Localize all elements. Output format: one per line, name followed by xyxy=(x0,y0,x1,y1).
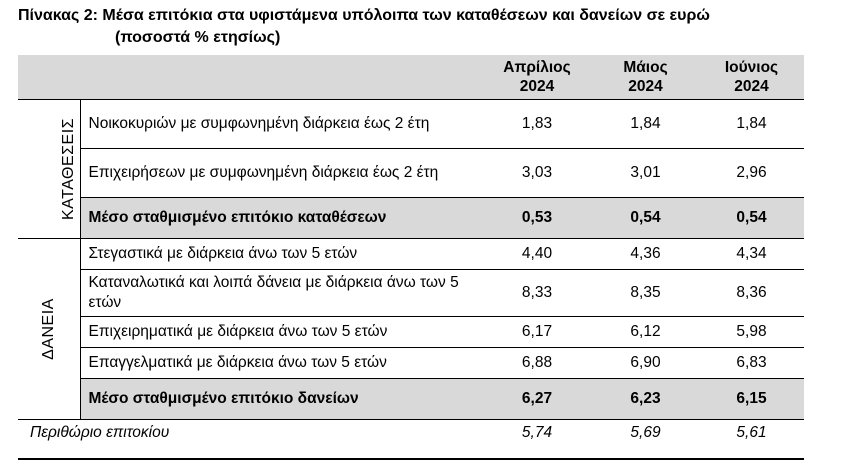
cell-value: 0,53 xyxy=(482,197,592,239)
cell-value: 1,83 xyxy=(482,99,592,149)
cell-value: 8,36 xyxy=(699,269,804,317)
cell-value: 6,83 xyxy=(699,347,804,379)
cell-value: 6,12 xyxy=(592,316,699,348)
column-header-may: Μάιος 2024 xyxy=(592,55,699,100)
cell-value: 4,34 xyxy=(699,238,804,270)
table-row: ΔΑΝΕΙΑ Στεγαστικά με διάρκεια άνω των 5 … xyxy=(18,238,804,420)
cell-value: 8,35 xyxy=(592,269,699,317)
table-title: Πίνακας 2: Μέσα επιτόκια στα υφιστάμενα … xyxy=(18,5,710,49)
cell-value: 6,23 xyxy=(592,378,699,420)
cell-value: 6,27 xyxy=(482,378,592,420)
title-line-1: Πίνακας 2: Μέσα επιτόκια στα υφιστάμενα … xyxy=(18,7,710,24)
cell-value: 4,40 xyxy=(482,238,592,270)
cell-value: 1,84 xyxy=(592,99,699,149)
header-row: Απρίλιος 2024 Μάιος 2024 Ιούνιος 2024 xyxy=(18,55,804,100)
column-year: 2024 xyxy=(519,78,555,95)
column-month: Μάιος xyxy=(623,59,668,76)
summary-row-deposits: Μέσο σταθμισμένο επιτόκιο καταθέσεων 0,5… xyxy=(18,197,804,239)
cell-value: 3,01 xyxy=(592,148,699,198)
row-label: Στεγαστικά με διάρκεια άνω των 5 ετών xyxy=(80,238,482,270)
table-row: Επιχειρηματικά με διάρκεια άνω των 5 ετώ… xyxy=(18,316,804,348)
column-year: 2024 xyxy=(628,78,663,95)
column-month: Απρίλιος xyxy=(503,59,571,76)
table-row: ΚΑΤΑΘΕΣΕΙΣ Νοικοκυριών με συμφωνημένη δι… xyxy=(18,99,804,239)
cell-value: 5,69 xyxy=(592,419,699,446)
cell-value: 5,74 xyxy=(482,419,592,446)
cell-value: 6,17 xyxy=(482,316,592,348)
row-label: Καταναλωτικά και λοιπά δάνεια με διάρκει… xyxy=(80,269,482,317)
cell-value: 8,33 xyxy=(482,269,592,317)
group-label-loans: ΔΑΝΕΙΑ xyxy=(18,238,81,420)
row-label: Περιθώριο επιτοκίου xyxy=(18,419,482,446)
column-header-april: Απρίλιος 2024 xyxy=(482,55,592,100)
row-label: Μέσο σταθμισμένο επιτόκιο καταθέσεων xyxy=(80,197,482,239)
cell-value: 0,54 xyxy=(592,197,699,239)
cell-value: 0,54 xyxy=(699,197,804,239)
cell-value: 1,84 xyxy=(699,99,804,149)
cell-value: 5,61 xyxy=(699,419,804,446)
margin-row: Περιθώριο επιτοκίου 5,74 5,69 5,61 xyxy=(18,419,804,446)
row-label: Μέσο σταθμισμένο επιτόκιο δανείων xyxy=(80,378,482,420)
table-bottom-rule xyxy=(18,458,804,460)
cell-value: 6,15 xyxy=(699,378,804,420)
cell-value: 3,03 xyxy=(482,148,592,198)
row-label: Επιχειρηματικά με διάρκεια άνω των 5 ετώ… xyxy=(80,316,482,348)
column-month: Ιούνιος xyxy=(724,59,779,76)
summary-row-loans: Μέσο σταθμισμένο επιτόκιο δανείων 6,27 6… xyxy=(18,378,804,420)
title-line-2: (ποσοστά % ετησίως) xyxy=(115,29,281,46)
group-label-deposits: ΚΑΤΑΘΕΣΕΙΣ xyxy=(18,99,81,239)
cell-value: 6,88 xyxy=(482,347,592,379)
cell-value: 6,90 xyxy=(592,347,699,379)
row-label: Επιχειρήσεων με συμφωνημένη διάρκεια έως… xyxy=(80,148,482,198)
table-row: Επιχειρήσεων με συμφωνημένη διάρκεια έως… xyxy=(18,148,804,198)
column-year: 2024 xyxy=(734,78,769,95)
table-row: Επαγγελματικά με διάρκεια άνω των 5 ετών… xyxy=(18,347,804,379)
interest-rate-table: Απρίλιος 2024 Μάιος 2024 Ιούνιος 2024 ΚΑΤΑΘ… xyxy=(18,55,804,446)
table-row: Καταναλωτικά και λοιπά δάνεια με διάρκει… xyxy=(18,269,804,317)
cell-value: 2,96 xyxy=(699,148,804,198)
row-label: Νοικοκυριών με συμφωνημένη διάρκεια έως … xyxy=(80,99,482,149)
column-header-june: Ιούνιος 2024 xyxy=(699,55,804,100)
row-label: Επαγγελματικά με διάρκεια άνω των 5 ετών xyxy=(80,347,482,379)
header-blank-cell xyxy=(18,55,482,100)
cell-value: 4,36 xyxy=(592,238,699,270)
cell-value: 5,98 xyxy=(699,316,804,348)
